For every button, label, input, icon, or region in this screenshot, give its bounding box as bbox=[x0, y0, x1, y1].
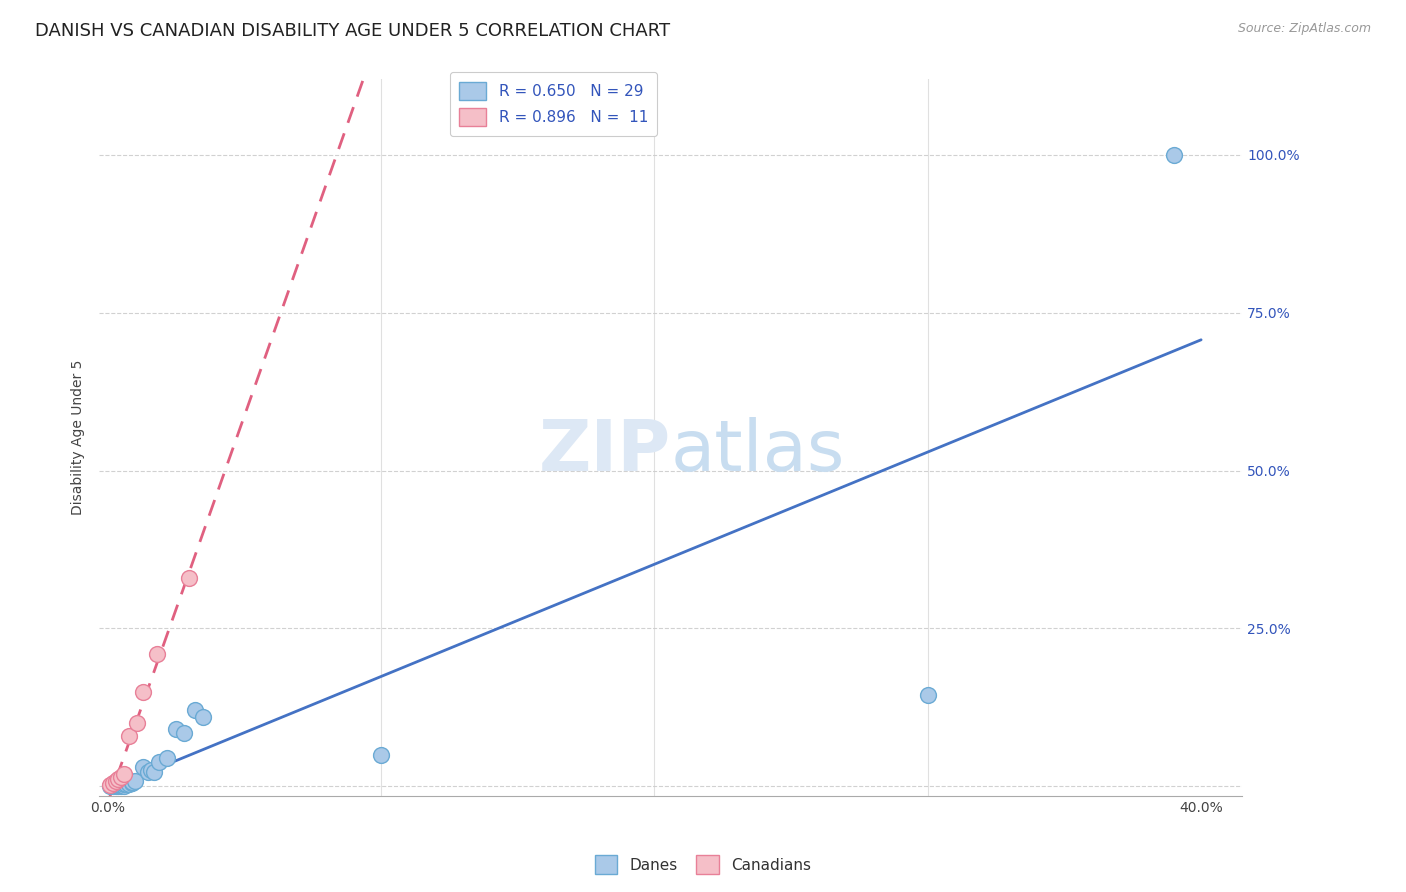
Danes bbox=[142, 765, 165, 780]
Canadians bbox=[179, 571, 201, 585]
Danes bbox=[121, 776, 143, 790]
Canadians bbox=[127, 716, 149, 731]
Danes bbox=[101, 778, 124, 792]
Danes bbox=[165, 723, 187, 737]
Canadians bbox=[107, 772, 129, 786]
Y-axis label: Disability Age Under 5: Disability Age Under 5 bbox=[72, 359, 86, 515]
Danes bbox=[121, 775, 143, 789]
Danes bbox=[184, 703, 207, 717]
Canadians bbox=[98, 778, 121, 792]
Canadians bbox=[118, 729, 141, 743]
Danes bbox=[148, 756, 170, 770]
Danes bbox=[112, 779, 135, 793]
Text: ZIP: ZIP bbox=[538, 417, 671, 486]
Danes bbox=[132, 760, 155, 774]
Danes bbox=[101, 779, 124, 793]
Text: atlas: atlas bbox=[671, 417, 845, 486]
Danes bbox=[98, 779, 121, 793]
Danes bbox=[138, 765, 160, 780]
Danes bbox=[191, 710, 214, 724]
Danes bbox=[110, 779, 132, 793]
Danes bbox=[104, 778, 127, 792]
Danes bbox=[107, 779, 129, 793]
Danes bbox=[139, 764, 162, 778]
Danes bbox=[370, 747, 392, 762]
Canadians bbox=[110, 770, 132, 784]
Danes bbox=[110, 778, 132, 792]
Danes bbox=[1163, 148, 1185, 162]
Danes bbox=[917, 688, 939, 702]
Text: Source: ZipAtlas.com: Source: ZipAtlas.com bbox=[1237, 22, 1371, 36]
Danes bbox=[156, 751, 179, 765]
Danes bbox=[173, 725, 195, 739]
Danes bbox=[115, 777, 138, 791]
Canadians bbox=[104, 774, 127, 789]
Canadians bbox=[112, 766, 135, 780]
Text: DANISH VS CANADIAN DISABILITY AGE UNDER 5 CORRELATION CHART: DANISH VS CANADIAN DISABILITY AGE UNDER … bbox=[35, 22, 671, 40]
Canadians bbox=[145, 647, 167, 661]
Danes bbox=[118, 777, 141, 791]
Legend: R = 0.650   N = 29, R = 0.896   N =  11: R = 0.650 N = 29, R = 0.896 N = 11 bbox=[450, 72, 657, 136]
Danes bbox=[112, 777, 135, 791]
Danes bbox=[107, 778, 129, 792]
Legend: Danes, Canadians: Danes, Canadians bbox=[589, 849, 817, 880]
Danes bbox=[104, 779, 127, 793]
Danes bbox=[124, 773, 146, 788]
Canadians bbox=[132, 684, 155, 698]
Canadians bbox=[101, 776, 124, 790]
